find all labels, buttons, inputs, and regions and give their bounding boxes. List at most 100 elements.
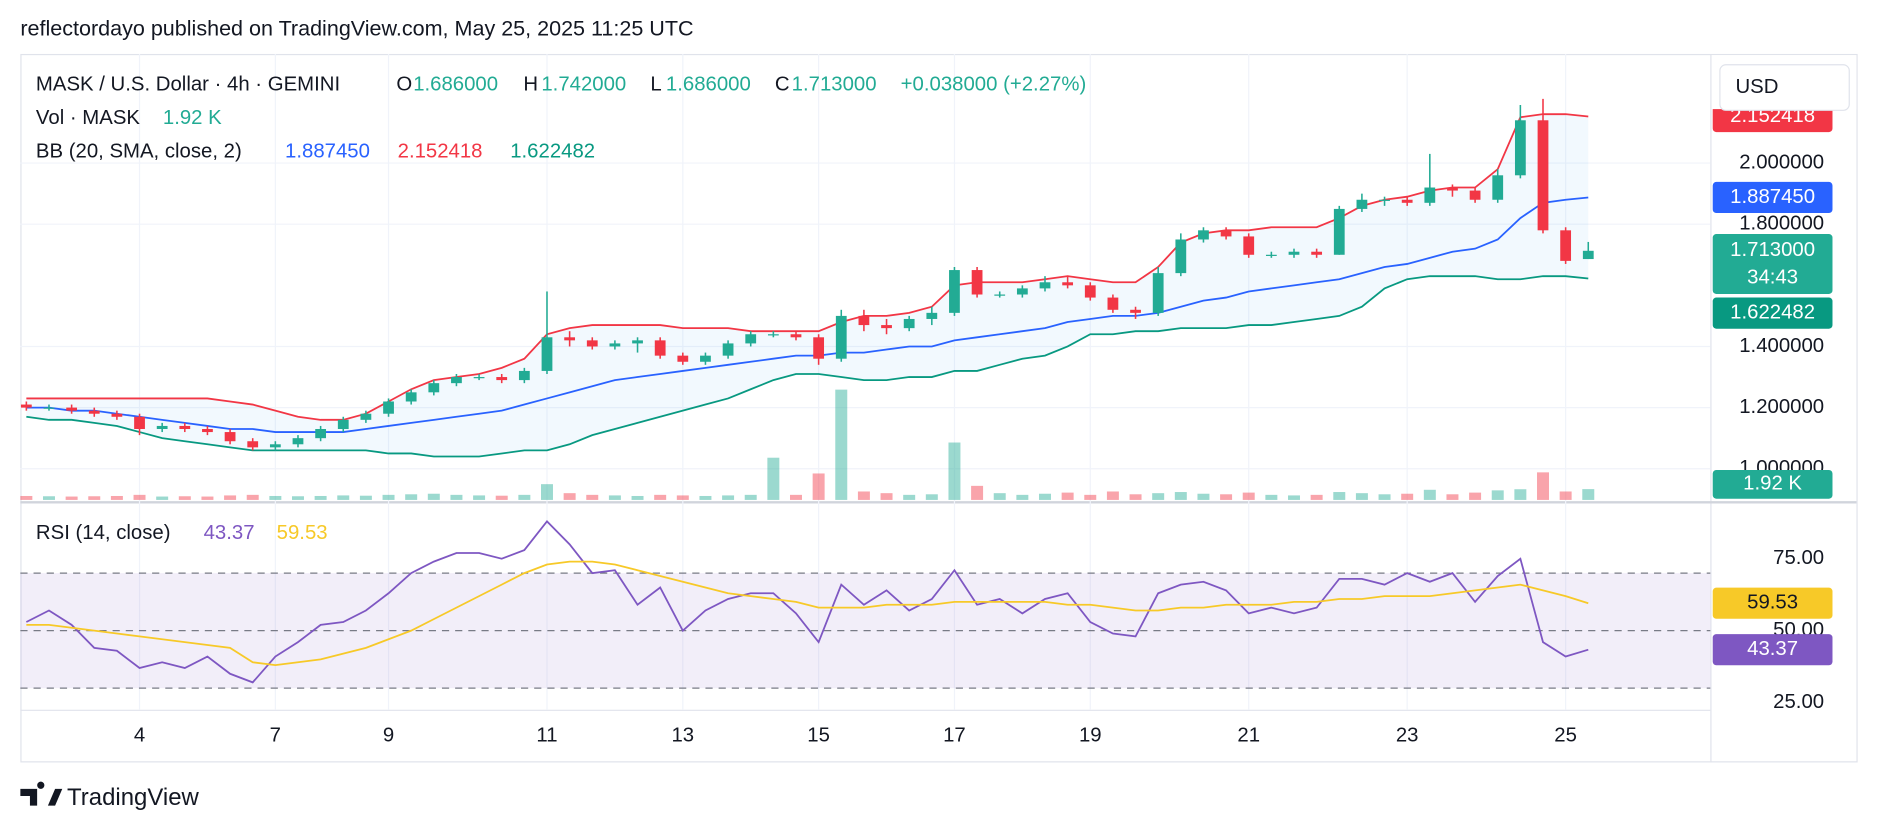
volume-bar — [1152, 493, 1165, 500]
volume-bar — [654, 494, 667, 500]
candle-body — [813, 337, 825, 359]
candle-body — [496, 377, 508, 381]
rsi-ma-value: 59.53 — [277, 522, 328, 544]
x-tick-label: 13 — [671, 724, 694, 746]
volume-bar — [1039, 493, 1051, 500]
candle-body — [1379, 199, 1390, 201]
volume-bar — [518, 494, 531, 500]
y-tick-label: 1.200000 — [1739, 396, 1824, 418]
candle-body — [1152, 273, 1164, 313]
volume-bar — [608, 495, 621, 500]
candle-body — [473, 377, 485, 379]
candle-body — [1016, 288, 1028, 295]
volume-bar — [1220, 494, 1233, 500]
volume-bar — [110, 495, 123, 500]
volume-bar — [1378, 494, 1391, 500]
candle-body — [1243, 236, 1255, 255]
volume-bar — [563, 493, 576, 500]
candle-body — [881, 325, 892, 329]
volume-bar — [269, 495, 282, 500]
volume-bar — [133, 494, 146, 500]
candle-body — [1084, 285, 1096, 298]
volume-bar — [88, 496, 101, 500]
ohlc-key: O — [396, 73, 412, 95]
candle-body — [949, 270, 960, 313]
volume-bar — [405, 494, 418, 500]
ohlc-value: 1.686000 — [666, 73, 751, 95]
candle-body — [360, 413, 372, 420]
candle-body — [1198, 230, 1209, 240]
volume-bar — [1333, 492, 1346, 500]
candle-body — [1062, 282, 1074, 286]
volume-bar — [65, 496, 78, 500]
candle-body — [632, 340, 643, 344]
rsi-badge-bg — [1712, 634, 1833, 666]
volume-bar — [971, 485, 984, 500]
volume-bar — [631, 495, 644, 500]
currency-box[interactable] — [1719, 64, 1850, 111]
rsi-line — [26, 560, 1589, 667]
candle-body — [1514, 120, 1526, 176]
volume-bar — [1016, 494, 1029, 500]
candle-body — [1492, 175, 1504, 200]
x-tick-label: 19 — [1079, 724, 1102, 746]
volume-bar — [1514, 489, 1527, 500]
candle-body — [247, 441, 259, 448]
candle-body — [1130, 309, 1141, 313]
bb-value: 2.152418 — [398, 141, 483, 163]
candle-body — [1265, 254, 1277, 256]
candle-body — [337, 419, 349, 430]
candle-body — [156, 425, 168, 430]
volume-value: 1.92 K — [163, 107, 222, 129]
x-tick-label: 4 — [134, 724, 145, 746]
volume-bar — [880, 493, 893, 500]
rsi-ma-badge-bg — [1712, 587, 1833, 619]
volume-bar — [744, 494, 757, 500]
candle-body — [518, 370, 530, 381]
volume-title: Vol · MASK — [36, 107, 140, 129]
volume-bar — [1401, 493, 1414, 500]
volume-bar — [292, 496, 304, 500]
ohlc-key: C — [775, 73, 790, 95]
candle-body — [1220, 230, 1232, 237]
rsi-line — [25, 519, 1589, 684]
candle-body — [1175, 239, 1187, 274]
countdown: 34:43 — [1747, 267, 1798, 289]
volume-bar — [812, 473, 825, 500]
candle-body — [88, 410, 100, 414]
rsi-tick-label: 75.00 — [1773, 547, 1824, 569]
volume-bar — [178, 496, 191, 500]
candle-body — [66, 407, 78, 411]
candle-body — [269, 444, 281, 448]
candle-body — [903, 318, 915, 329]
volume-bar — [790, 494, 802, 500]
candle-body — [1039, 282, 1051, 289]
candle-body — [292, 438, 304, 445]
volume-bar — [1559, 491, 1572, 500]
candle-body — [179, 425, 191, 430]
rsi-value: 43.37 — [204, 522, 255, 544]
volume-bar — [1174, 492, 1187, 500]
attribution: reflectordayo published on TradingView.c… — [20, 16, 693, 41]
volume-bar — [20, 495, 33, 500]
candle-body — [586, 340, 598, 347]
candle-body — [858, 315, 870, 326]
volume-bar — [586, 494, 599, 500]
candle-body — [654, 340, 666, 356]
bb-line — [26, 196, 1589, 433]
bb-line — [26, 275, 1589, 458]
currency[interactable]: USD — [1735, 76, 1778, 98]
candle-body — [1288, 251, 1300, 255]
volume-bar — [224, 495, 237, 500]
volume-bar — [359, 495, 372, 500]
candle-body — [745, 334, 757, 344]
candle-body — [971, 270, 983, 295]
candle-body — [451, 377, 462, 384]
candle-body — [111, 413, 123, 417]
volume-bar — [1061, 492, 1074, 500]
volume-bar — [699, 495, 712, 500]
volume-bar — [857, 491, 870, 500]
x-tick-label: 17 — [943, 724, 966, 746]
volume-bar — [382, 494, 395, 500]
candle-body — [722, 343, 734, 356]
